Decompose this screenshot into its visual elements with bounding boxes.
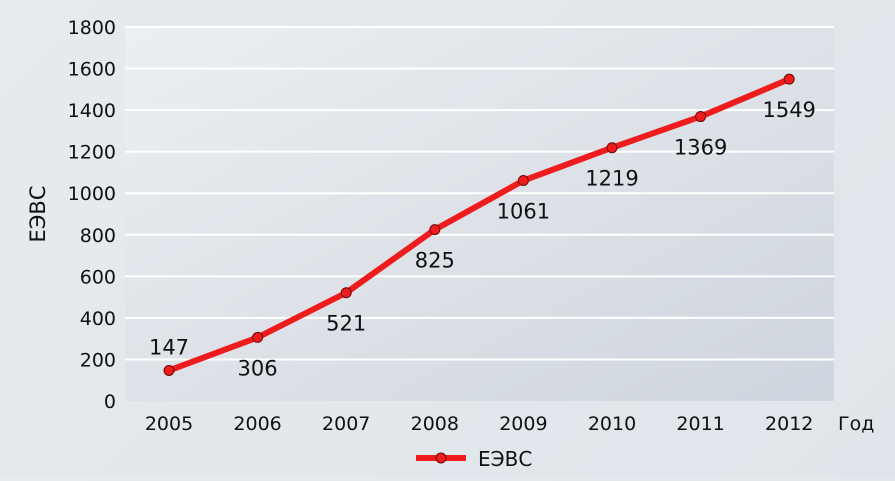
y-tick-label: 1800: [68, 17, 116, 39]
x-tick-label: 2010: [588, 413, 636, 435]
data-label: 521: [326, 312, 366, 336]
y-tick-label: 600: [80, 266, 116, 288]
data-point: [783, 73, 795, 85]
y-tick-label: 1400: [68, 100, 116, 122]
y-tick-label: 1600: [68, 59, 116, 81]
y-tick-label: 1000: [68, 183, 116, 205]
data-point: [163, 364, 175, 376]
plot-area: [125, 27, 834, 401]
x-tick-label: 2012: [765, 413, 813, 435]
legend-marker: [435, 452, 447, 464]
data-point: [606, 142, 618, 154]
data-point: [252, 331, 264, 343]
y-tick-label: 400: [80, 308, 116, 330]
series-line: [167, 76, 791, 374]
data-label: 825: [415, 249, 455, 273]
x-tick-label: 2005: [145, 413, 193, 435]
data-point: [340, 287, 352, 299]
legend: ЕЭВС: [416, 447, 532, 471]
data-point: [517, 175, 529, 187]
data-label: 1219: [585, 167, 638, 191]
x-tick-label: 2009: [499, 413, 547, 435]
data-label: 1061: [497, 200, 550, 224]
data-label: 1369: [674, 136, 727, 160]
y-tick-label: 0: [104, 391, 116, 413]
data-label: 1549: [762, 98, 815, 122]
y-tick-label: 800: [80, 225, 116, 247]
x-axis-label: Год: [838, 413, 874, 435]
x-tick-label: 2008: [411, 413, 459, 435]
x-tick-label: 2007: [322, 413, 370, 435]
data-label: 306: [238, 356, 278, 380]
x-tick-label: 2011: [676, 413, 724, 435]
legend-label: ЕЭВС: [478, 447, 532, 471]
data-point: [429, 224, 441, 236]
y-tick-label: 1200: [68, 142, 116, 164]
data-point: [695, 111, 707, 123]
x-tick-label: 2006: [233, 413, 281, 435]
y-tick-label: 200: [80, 349, 116, 371]
y-axis-label: ЕЭВС: [26, 185, 50, 242]
data-label: 147: [149, 335, 189, 359]
